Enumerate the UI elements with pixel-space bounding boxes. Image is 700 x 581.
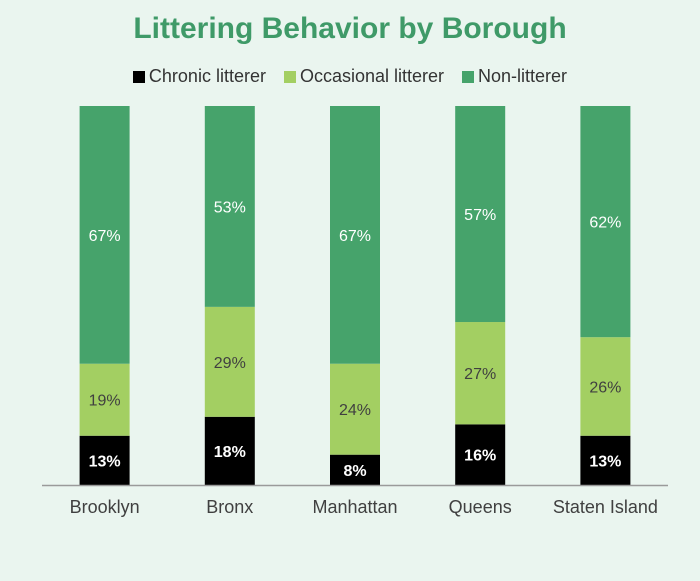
- x-tick-label-4: Staten Island: [553, 497, 658, 517]
- x-tick-label-2: Manhattan: [312, 497, 397, 517]
- data-label-occasional-3: 27%: [464, 366, 496, 383]
- chart-title: Littering Behavior by Borough: [133, 12, 567, 45]
- legend-swatch-occasional: [283, 70, 296, 83]
- data-label-occasional-1: 29%: [214, 355, 246, 372]
- legend-item-non: Non-litterer: [462, 66, 567, 87]
- data-label-chronic-3: 16%: [464, 448, 496, 465]
- data-label-non-2: 67%: [339, 228, 371, 245]
- bar-non-1: [204, 106, 255, 307]
- bar-occasional-2: [330, 363, 380, 455]
- legend-label-non: Non-litterer: [478, 66, 568, 86]
- bar-occasional-3: [455, 322, 506, 425]
- x-tick-label-0: Brooklyn: [70, 497, 140, 517]
- data-label-chronic-4: 13%: [589, 453, 621, 470]
- data-label-occasional-4: 26%: [589, 379, 621, 396]
- bar-non-2: [330, 106, 380, 364]
- data-label-non-4: 62%: [589, 215, 621, 232]
- legend-label-chronic: Chronic litterer: [148, 66, 266, 86]
- bar-non-0: [79, 106, 130, 364]
- bar-occasional-1: [204, 306, 255, 417]
- bar-chronic-1: [204, 416, 255, 485]
- data-label-non-0: 67%: [89, 228, 121, 245]
- data-label-occasional-0: 19%: [89, 393, 121, 410]
- bar-chronic-2: [330, 454, 380, 485]
- data-label-non-3: 57%: [464, 207, 496, 224]
- legend-swatch-chronic: [132, 70, 145, 83]
- data-label-non-1: 53%: [214, 199, 246, 216]
- x-tick-label-1: Bronx: [206, 497, 253, 517]
- bar-chronic-0: [79, 435, 130, 485]
- bar-chronic-4: [580, 435, 631, 485]
- legend-swatch-non: [462, 70, 475, 83]
- bar-chronic-3: [455, 424, 506, 485]
- legend-item-occasional: Occasional litterer: [283, 66, 445, 87]
- data-label-chronic-2: 8%: [343, 463, 366, 480]
- bar-occasional-4: [580, 337, 631, 436]
- bar-non-3: [455, 106, 506, 323]
- bar-non-4: [580, 106, 631, 338]
- x-tick-label-3: Queens: [449, 497, 512, 517]
- bar-occasional-0: [79, 363, 130, 436]
- legend: Chronic litterer Occasional litterer Non…: [0, 66, 700, 87]
- legend-item-chronic: Chronic litterer: [132, 66, 266, 87]
- data-label-chronic-0: 13%: [89, 453, 121, 470]
- legend-label-occasional: Occasional litterer: [299, 66, 445, 86]
- data-label-chronic-1: 18%: [214, 444, 246, 461]
- data-label-occasional-2: 24%: [339, 402, 371, 419]
